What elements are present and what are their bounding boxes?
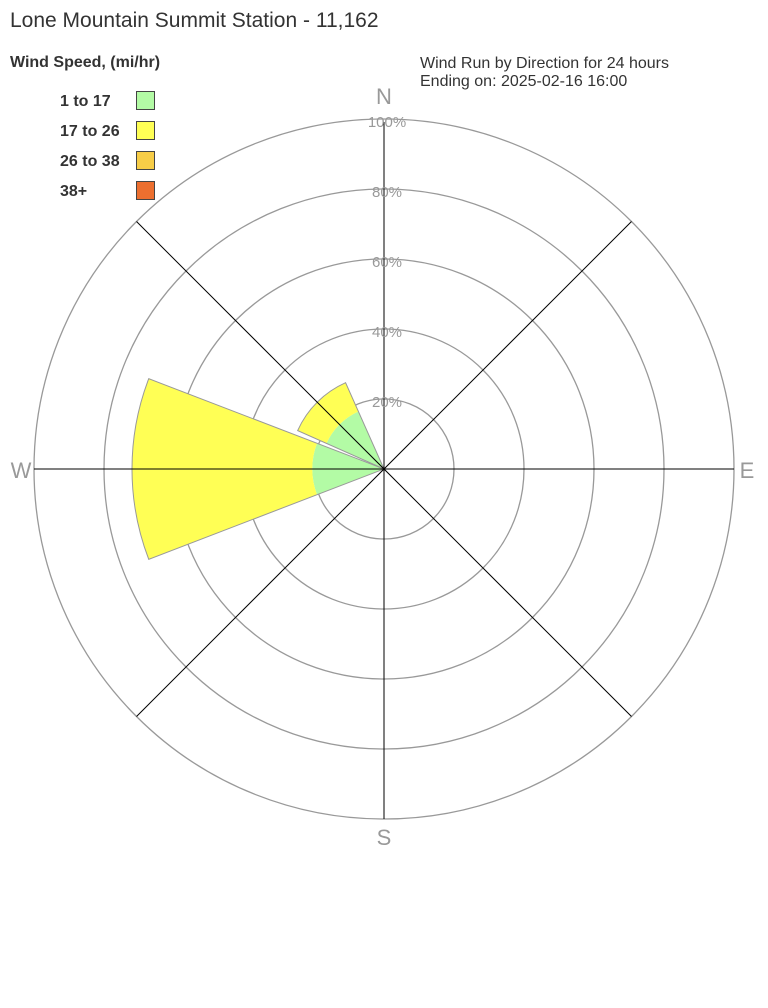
radial-tick-label: 40% <box>372 324 402 341</box>
axis-diagonal <box>136 221 632 717</box>
legend-swatch <box>136 181 155 200</box>
page-title: Lone Mountain Summit Station - 11,162 <box>10 9 379 32</box>
legend-label: 17 to 26 <box>60 123 120 140</box>
radial-tick-label: 20% <box>372 394 402 411</box>
legend-swatch <box>136 121 155 140</box>
subtitle-line-2: Ending on: 2025-02-16 16:00 <box>420 73 628 90</box>
legend-label: 38+ <box>60 183 88 200</box>
legend-swatch <box>136 91 155 110</box>
chart-subtitle: Wind Run by Direction for 24 hours Endin… <box>420 55 669 91</box>
legend-swatch <box>136 151 155 170</box>
radial-tick-label: 80% <box>372 184 402 201</box>
radial-tick-label: 60% <box>372 254 402 271</box>
direction-label-e: E <box>740 458 755 483</box>
direction-label-w: W <box>11 458 32 483</box>
radial-tick-label: 100% <box>368 114 406 131</box>
subtitle-line-1: Wind Run by Direction for 24 hours <box>420 55 669 72</box>
direction-label-s: S <box>377 825 392 850</box>
direction-label-n: N <box>376 84 392 109</box>
legend-label: 1 to 17 <box>60 93 111 110</box>
legend-label: 26 to 38 <box>60 153 120 170</box>
legend-title: Wind Speed, (mi/hr) <box>10 54 161 71</box>
